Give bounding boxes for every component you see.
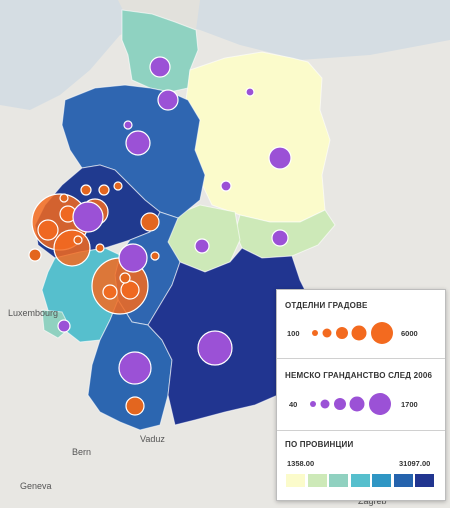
legend-citizenship-scale (310, 393, 391, 415)
legend-circle-size-5 (369, 393, 391, 415)
legend-cities-min: 100 (287, 329, 300, 338)
legend-provinces-title: ПО ПРОВИНЦИИ (285, 440, 354, 449)
legend-color-swatch (415, 474, 434, 487)
legend-cities-max: 6000 (401, 329, 418, 338)
citizenship-circle[interactable] (57, 319, 71, 333)
city-circle[interactable] (37, 219, 59, 241)
citizenship-circle[interactable] (149, 56, 171, 78)
city-circle[interactable] (28, 248, 42, 262)
legend-color-swatch (286, 474, 305, 487)
legend-circle-size-3 (334, 398, 346, 410)
legend-circle-size-4 (349, 396, 365, 412)
label-vaduz: Vaduz (140, 434, 165, 444)
legend-citizenship-min: 40 (289, 400, 298, 409)
city-circle[interactable] (73, 235, 83, 245)
label-luxembourg: Luxembourg (8, 308, 58, 318)
legend-divider (277, 358, 445, 359)
city-circle[interactable] (113, 181, 123, 191)
citizenship-circle[interactable] (157, 89, 179, 111)
citizenship-circle[interactable] (118, 351, 152, 385)
city-circle[interactable] (80, 184, 92, 196)
city-circle[interactable] (119, 272, 131, 284)
city-circle[interactable] (120, 280, 140, 300)
legend-circle-size-5 (371, 322, 393, 344)
map-legend: ОТДЕЛНИ ГРАДОВЕ 100 6000 НЕМСКО ГРАНДАНС… (276, 289, 446, 501)
legend-circle-size-2 (320, 399, 330, 409)
city-circle[interactable] (125, 396, 145, 416)
legend-color-swatch (393, 474, 413, 487)
legend-circle-size-1 (310, 401, 316, 407)
city-circle[interactable] (102, 284, 118, 300)
legend-circle-size-4 (351, 325, 367, 341)
legend-circle-size-3 (336, 327, 348, 339)
legend-cities-title: ОТДЕЛНИ ГРАДОВЕ (285, 301, 368, 310)
city-circle[interactable] (53, 229, 91, 267)
legend-provinces-max: 31097.00 (399, 459, 431, 468)
city-circle[interactable] (98, 184, 110, 196)
city-circle[interactable] (95, 243, 105, 253)
legend-citizenship-max: 1700 (401, 400, 418, 409)
state-east[interactable] (185, 51, 331, 223)
legend-provinces-min: 1358.00 (287, 459, 315, 468)
citizenship-circle[interactable] (197, 330, 233, 366)
city-circle[interactable] (150, 251, 160, 261)
citizenship-circle[interactable] (118, 243, 148, 273)
label-geneva: Geneva (20, 481, 52, 491)
label-zagreb: Zagreb (358, 496, 387, 506)
legend-color-swatch (329, 474, 348, 487)
legend-divider (277, 430, 445, 431)
legend-circle-size-2 (322, 328, 332, 338)
citizenship-circle[interactable] (220, 180, 232, 192)
citizenship-circle[interactable] (72, 201, 104, 233)
label-bern: Bern (72, 447, 91, 457)
city-circle[interactable] (59, 193, 69, 203)
citizenship-circle[interactable] (245, 87, 255, 97)
legend-citizenship-title: НЕМСКО ГРАНДАНСТВО СЛЕД 2006 (285, 371, 433, 380)
legend-cities-scale (312, 322, 393, 344)
citizenship-circle[interactable] (125, 130, 151, 156)
sea-area (0, 0, 450, 110)
citizenship-circles (57, 56, 292, 385)
legend-circle-size-1 (312, 330, 318, 336)
citizenship-circle[interactable] (271, 229, 289, 247)
citizenship-circle[interactable] (194, 238, 210, 254)
city-circle[interactable] (140, 212, 160, 232)
citizenship-circle[interactable] (123, 120, 133, 130)
legend-color-swatch (350, 474, 370, 487)
legend-color-swatch (307, 474, 327, 487)
legend-color-swatch (372, 474, 391, 487)
citizenship-circle[interactable] (268, 146, 292, 170)
